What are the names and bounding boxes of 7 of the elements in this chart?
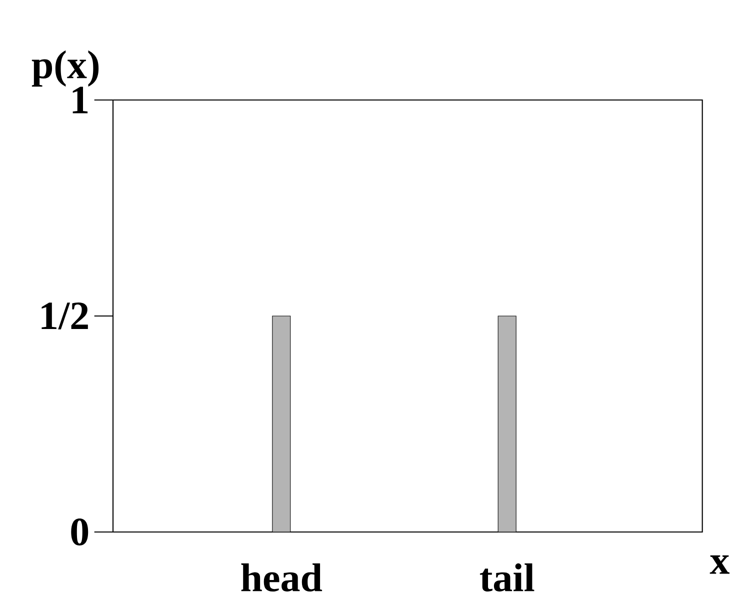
x-tick-label: tail [480, 563, 534, 592]
y-tick-label: 1 [72, 86, 88, 114]
y-tick-label: 1/2 [42, 302, 88, 330]
y-tick-label: 0 [71, 518, 88, 546]
y-axis-title: p(x) [32, 50, 99, 87]
x-tick-label: head [241, 563, 322, 592]
x-axis-title: x [710, 555, 730, 574]
